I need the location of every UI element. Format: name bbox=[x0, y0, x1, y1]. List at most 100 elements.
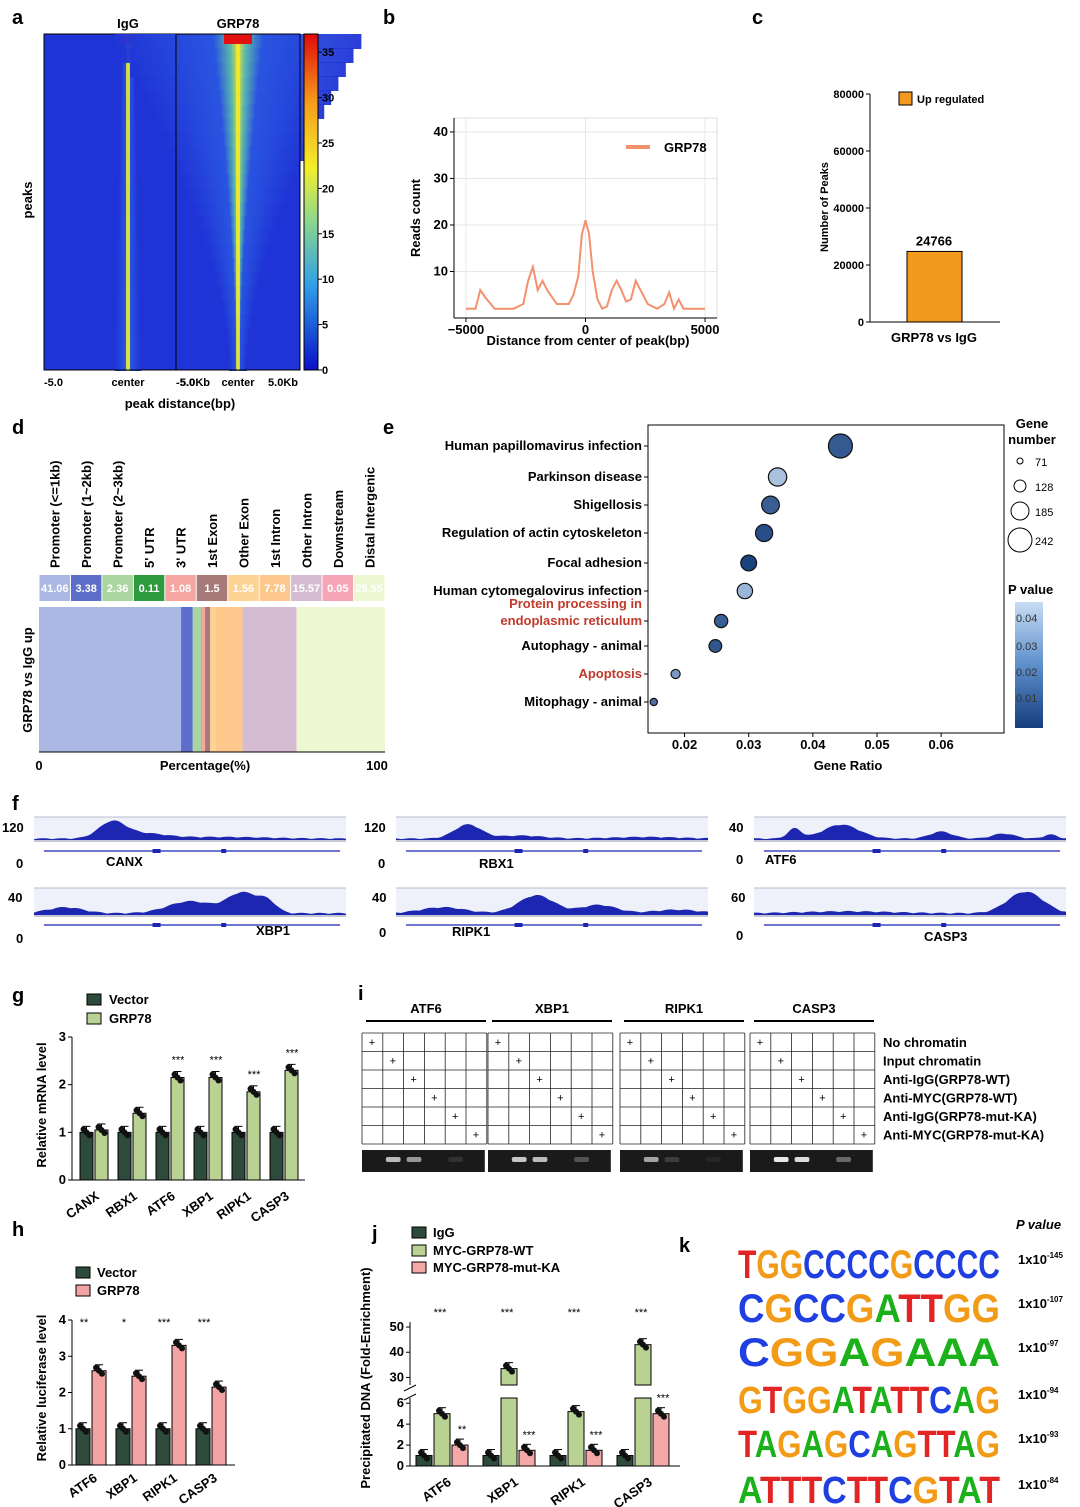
bar-data-point bbox=[177, 1077, 184, 1084]
stacked-segment-8 bbox=[242, 607, 297, 752]
colorbar-tick-label: 5 bbox=[322, 320, 328, 332]
heatmap-title-grp78: GRP78 bbox=[217, 16, 260, 31]
line-ytick-label: 40 bbox=[434, 124, 448, 139]
significance-mark: *** bbox=[248, 1069, 262, 1081]
significance-mark: *** bbox=[172, 1055, 186, 1067]
significance-mark: *** bbox=[523, 1429, 537, 1441]
bar-data-point bbox=[291, 1070, 298, 1077]
bar-data-point bbox=[219, 1387, 225, 1394]
motif-letter: T bbox=[979, 1470, 1000, 1507]
heatmap-xtick: center bbox=[221, 377, 255, 389]
color-legend-bar bbox=[1015, 602, 1043, 728]
chip-group-title: XBP1 bbox=[535, 1001, 569, 1016]
bar-j-upper-myc-grp78-wt-casp3 bbox=[634, 1344, 652, 1386]
bar-j-myc-grp78-wt-atf6 bbox=[433, 1413, 451, 1467]
pvalue-base: 1x10 bbox=[1018, 1252, 1047, 1267]
bar-category-label: XBP1 bbox=[103, 1470, 139, 1502]
chip-row-label: Input chromatin bbox=[883, 1054, 981, 1069]
motif-letter: A bbox=[936, 1331, 968, 1375]
track-zero-label: 0 bbox=[736, 928, 743, 943]
size-legend-title: number bbox=[1008, 432, 1056, 447]
feature-category-label: Distal Intergenic bbox=[362, 467, 377, 568]
track-zero-label: 0 bbox=[378, 856, 385, 871]
color-legend-tick: 0.02 bbox=[1016, 667, 1037, 679]
chip-gel-band bbox=[664, 1157, 680, 1162]
motif-pvalue-4: 1x10-93 bbox=[1018, 1430, 1059, 1446]
bar-g-grp78-canx bbox=[94, 1129, 109, 1181]
bar-g-vector-casp3 bbox=[269, 1131, 284, 1181]
dot-xtick-label: 0.02 bbox=[672, 737, 697, 752]
j-legend-label: IgG bbox=[433, 1225, 455, 1240]
bar-j-lower-myc-grp78-wt-xbp1 bbox=[500, 1397, 518, 1467]
heatmap-frame-1 bbox=[175, 33, 301, 371]
motif-letter: C bbox=[738, 1331, 770, 1375]
size-legend-circle bbox=[1013, 479, 1027, 493]
feature-value-label: 0.11 bbox=[139, 583, 160, 595]
motif-letter: G bbox=[770, 1331, 804, 1375]
panel-label-c: c bbox=[752, 7, 763, 29]
motif-letter: T bbox=[847, 1470, 868, 1507]
feature-swatch-6 bbox=[228, 575, 259, 601]
size-legend-value: 242 bbox=[1035, 536, 1053, 548]
bar-c-category: GRP78 vs IgG bbox=[891, 330, 977, 345]
motif-logo-5: ATTTCTTCGTAT bbox=[738, 1470, 1000, 1507]
j-legend-swatch bbox=[411, 1244, 427, 1257]
bar-c-legend-label: Up regulated bbox=[917, 94, 984, 106]
motif-letter: A bbox=[968, 1331, 1000, 1375]
motif-letter: A bbox=[870, 1380, 893, 1422]
motif-logo-1: CGCCGATTGG bbox=[738, 1287, 1000, 1331]
motif-letter: C bbox=[793, 1287, 819, 1331]
dot-xtick-label: 0.03 bbox=[736, 737, 761, 752]
motif-letter: T bbox=[760, 1470, 781, 1507]
bar-c-value-label: 24766 bbox=[916, 233, 952, 248]
bar-data-point bbox=[123, 1428, 129, 1435]
colorbar-tick-label: 0 bbox=[322, 365, 328, 377]
chip-plus-mark: + bbox=[557, 1093, 563, 1105]
bar-category-label: RIPK1 bbox=[214, 1188, 254, 1222]
bar-g-grp78-xbp1 bbox=[208, 1077, 223, 1181]
h-ytick-label: 1 bbox=[59, 1421, 66, 1436]
bar-data-point bbox=[276, 1132, 283, 1139]
j-legend-swatch bbox=[411, 1226, 427, 1239]
bar-data-point bbox=[509, 1368, 515, 1375]
stacked-segment-0 bbox=[39, 607, 182, 752]
chip-gel-band bbox=[385, 1157, 401, 1162]
size-legend-title: Gene bbox=[1016, 416, 1049, 431]
pvalue-exponent: -94 bbox=[1047, 1386, 1059, 1395]
stacked-ylabel: GRP78 vs IgG up bbox=[20, 627, 35, 733]
stacked-segment-1 bbox=[181, 607, 193, 752]
pathway-dot-0 bbox=[827, 433, 854, 459]
track-zero-label: 0 bbox=[16, 856, 23, 871]
dot-plot-frame bbox=[647, 424, 1005, 734]
feature-value-label: 1.5 bbox=[204, 583, 219, 595]
bar-data-point bbox=[625, 1455, 631, 1462]
motif-letter: T bbox=[763, 1380, 782, 1422]
chip-gel-atf6 bbox=[362, 1150, 485, 1172]
panel-label-j: j bbox=[371, 1223, 378, 1245]
motif-letter: C bbox=[822, 1470, 847, 1507]
j-ytick-label: 4 bbox=[397, 1416, 405, 1431]
h-ytick-label: 4 bbox=[59, 1312, 67, 1327]
heatmap-xtick: 5.0Kb bbox=[268, 377, 298, 389]
heatmap-center-line-0 bbox=[126, 34, 130, 370]
bar-category-label: ATF6 bbox=[143, 1188, 177, 1218]
bar-data-point bbox=[238, 1132, 245, 1139]
colorbar-tick-label: 10 bbox=[322, 274, 334, 286]
feature-value-label: 0.05 bbox=[327, 583, 348, 595]
motif-pvalue-title: P value bbox=[1016, 1217, 1061, 1232]
j-ytick-label: 40 bbox=[390, 1344, 404, 1359]
bar-data-point bbox=[99, 1370, 105, 1377]
motif-letter: C bbox=[913, 1243, 935, 1287]
track-exon bbox=[221, 923, 227, 927]
bar-g-vector-rbx1 bbox=[117, 1131, 132, 1181]
heatmap-ylabel: peaks bbox=[20, 182, 35, 219]
pathway-label: Shigellosis bbox=[573, 497, 642, 512]
bar-data-point bbox=[460, 1445, 466, 1452]
feature-swatch-3 bbox=[133, 575, 165, 601]
bar-data-point bbox=[576, 1411, 582, 1418]
heatmap-xlabel: peak distance(bp) bbox=[125, 396, 236, 411]
line-xtick-label: −5000 bbox=[448, 322, 485, 337]
bar-g-vector-ripk1 bbox=[231, 1131, 246, 1181]
color-legend-title: P value bbox=[1008, 582, 1053, 597]
h-ytick-label: 3 bbox=[59, 1348, 66, 1363]
